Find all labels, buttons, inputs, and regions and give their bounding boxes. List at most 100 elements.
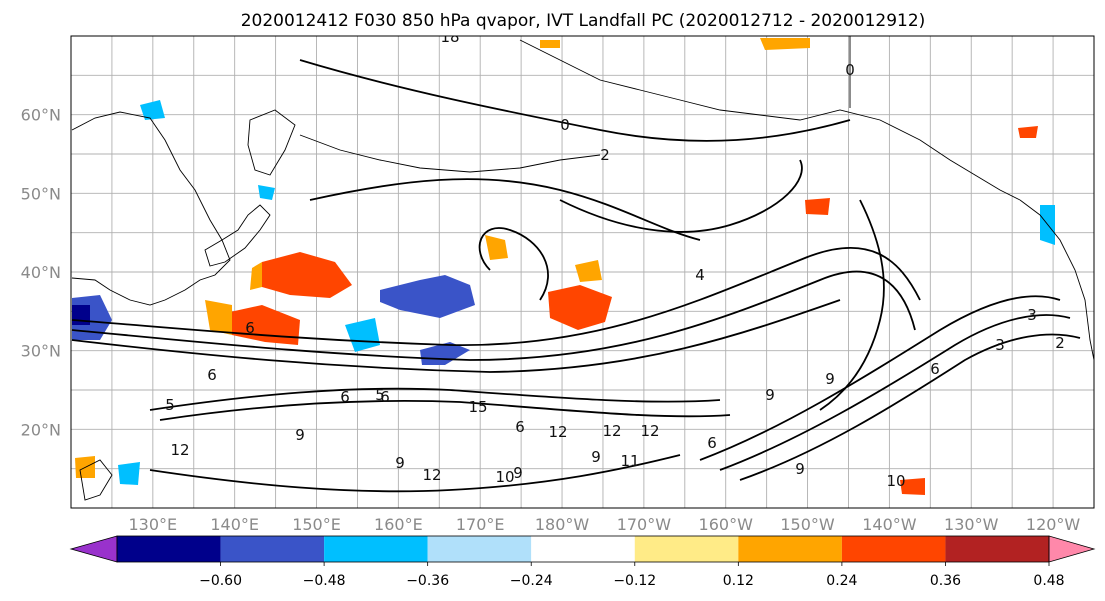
positive-anomaly-region	[540, 40, 560, 48]
longitude-label: 160°E	[374, 515, 423, 534]
gridlines	[71, 36, 1094, 508]
coastline-philippines	[79, 459, 113, 501]
colorbar-tick-label: −0.24	[510, 573, 553, 589]
longitude-label: 130°W	[944, 515, 999, 534]
contour-line	[149, 387, 721, 411]
longitude-label: 120°W	[1026, 515, 1081, 534]
contour-value-label: 10	[495, 468, 514, 486]
colorbar-segment	[324, 536, 428, 562]
longitude-label: 130°E	[129, 515, 178, 534]
colorbar-tick-label: −0.36	[406, 573, 449, 589]
contour-value-label: 6	[340, 388, 350, 406]
coastline-asia	[71, 111, 231, 306]
longitude-label: 140°W	[862, 515, 917, 534]
colorbar-extend-min	[69, 535, 118, 563]
contour-line	[71, 270, 916, 361]
latitude-label: 30°N	[21, 342, 61, 361]
positive-anomaly-region	[548, 285, 612, 330]
negative-anomaly-region	[118, 462, 140, 485]
contour-line	[159, 400, 731, 421]
longitude-label: 140°E	[210, 515, 259, 534]
contour-line	[699, 295, 1061, 461]
contour-line	[819, 199, 885, 411]
colorbar-labels: −0.60 −0.48 −0.36 −0.24 −0.12 0.12 0.24 0.36 0.4…	[199, 562, 1065, 589]
contour-value-label: 0	[560, 116, 570, 134]
positive-anomaly-region	[485, 235, 508, 260]
longitude-label: 150°E	[292, 515, 341, 534]
longitude-labels: 130°E 140°E 150°E 160°E 170°E 180°W 170°W 160°W…	[129, 515, 1081, 534]
negative-anomaly-region	[140, 100, 165, 120]
contour-value-label: 9	[795, 460, 805, 478]
colorbar-segment	[634, 536, 739, 562]
positive-anomaly-region	[205, 300, 232, 335]
contour-value-label: 9	[765, 386, 775, 404]
coastline-north-america	[1019, 199, 1094, 361]
negative-anomaly-region	[380, 275, 475, 318]
contour-value-label: 12	[640, 422, 659, 440]
negative-anomaly-region	[345, 318, 380, 352]
positive-anomaly-region	[900, 478, 925, 495]
contour-value-label: 12	[170, 441, 189, 459]
positive-anomaly-region	[805, 198, 830, 215]
contour-line	[739, 333, 1081, 481]
contour-value-label: 15	[468, 398, 487, 416]
positive-anomaly-region	[262, 252, 352, 298]
contour-value-label: 18	[440, 28, 459, 46]
contour-value-label: 9	[825, 370, 835, 388]
colorbar-segments	[69, 535, 1096, 563]
contour-line	[559, 159, 803, 233]
latitude-labels: 60°N 50°N 40°N 30°N 20°N	[21, 106, 61, 440]
positive-anomaly-region	[575, 260, 602, 282]
latitude-label: 40°N	[21, 263, 61, 282]
contour-value-label: 12	[548, 423, 567, 441]
colorbar-segment	[738, 536, 842, 562]
contour-value-label: 6	[707, 434, 717, 452]
contour-value-label: 12	[422, 466, 441, 484]
colorbar-tick-label: 0.36	[930, 573, 961, 589]
figure-title: 2020012412 F030 850 hPa qvapor, IVT Land…	[241, 11, 926, 31]
colorbar-extend-max	[1048, 535, 1096, 563]
negative-anomaly-region	[258, 185, 275, 200]
contour-value-label: 5	[375, 386, 385, 404]
ivt-contours	[71, 59, 1081, 493]
colorbar-segment	[117, 536, 221, 562]
contour-value-label: 9	[513, 464, 523, 482]
contour-value-label: 6	[207, 366, 217, 384]
contour-line	[71, 246, 921, 346]
colorbar: −0.60 −0.48 −0.36 −0.24 −0.12 0.12 0.24 0.36 0.4…	[69, 535, 1096, 589]
coastline-aleutians	[299, 134, 601, 173]
longitude-label: 180°W	[535, 515, 590, 534]
positive-anomaly-region	[1018, 126, 1038, 138]
longitude-label: 170°E	[456, 515, 505, 534]
contour-value-label: 6	[930, 360, 940, 378]
latitude-label: 60°N	[21, 106, 61, 125]
contour-line	[719, 314, 1071, 471]
colorbar-segment	[427, 536, 532, 562]
contour-line	[309, 178, 701, 241]
colorbar-frame	[116, 535, 1050, 563]
colorbar-tick-label: −0.48	[303, 573, 346, 589]
contour-value-label: 10	[886, 472, 905, 490]
contour-value-label: 4	[695, 266, 705, 284]
contour-value-label: 2	[600, 146, 610, 164]
contour-value-label: 9	[591, 448, 601, 466]
colorbar-tick-label: −0.60	[199, 573, 242, 589]
colorbar-tick-label: −0.12	[613, 573, 656, 589]
contour-value-label: 6	[515, 418, 525, 436]
contour-value-label: 12	[602, 422, 621, 440]
positive-anomaly-region	[250, 262, 262, 290]
positive-anomaly-region	[230, 305, 300, 345]
positive-anomaly-region	[760, 38, 810, 50]
colorbar-segment	[841, 536, 946, 562]
contour-line	[149, 454, 681, 493]
coastline-kamchatka	[247, 109, 296, 176]
colorbar-segment	[945, 536, 1049, 562]
colorbar-segment	[531, 536, 635, 562]
contour-value-label: 3	[995, 336, 1005, 354]
contour-value-label: 9	[295, 426, 305, 444]
contour-value-label: 0	[845, 61, 855, 79]
coastline-alaska	[519, 39, 1021, 201]
colorbar-tick-label: 0.24	[826, 573, 857, 589]
